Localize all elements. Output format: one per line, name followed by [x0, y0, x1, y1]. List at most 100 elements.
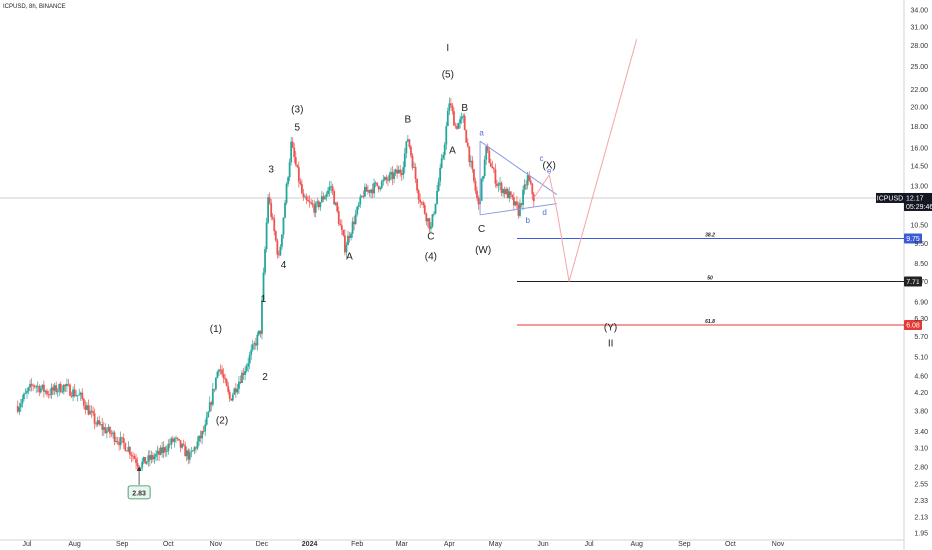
x-tick-label: Nov — [772, 541, 785, 548]
candle-body — [344, 235, 346, 253]
candle-body — [230, 398, 233, 401]
candle-body — [284, 203, 286, 218]
candle-body — [191, 450, 194, 452]
candle-body — [370, 189, 372, 193]
candle-body — [55, 385, 58, 393]
candle-body — [213, 388, 216, 390]
candle-body — [107, 427, 110, 431]
candle-body — [516, 201, 518, 206]
y-tick-label: 3.80 — [914, 408, 928, 415]
candle-body — [64, 384, 67, 387]
candle-body — [489, 162, 492, 167]
candle-body — [368, 190, 371, 193]
candle-body — [70, 395, 73, 397]
candle-body — [79, 392, 82, 395]
candle-body — [128, 447, 131, 455]
candle-body — [47, 394, 50, 395]
candle-body — [433, 213, 435, 215]
candle-body — [122, 438, 125, 444]
wave-label: A — [449, 146, 456, 157]
candle-body — [270, 202, 273, 217]
candle-body — [390, 172, 392, 175]
candle-body — [414, 166, 417, 179]
candle-body — [132, 455, 134, 457]
candle-body — [423, 205, 426, 214]
candle-body — [293, 147, 296, 158]
candle-body — [187, 450, 190, 460]
candle-body — [158, 450, 160, 455]
fib-label: 61.8 — [705, 319, 715, 325]
candle-body — [281, 234, 283, 247]
candle-body — [387, 179, 389, 181]
candle-body — [215, 378, 217, 390]
wave-label: (2) — [216, 415, 228, 426]
candle-body — [211, 388, 214, 405]
candle-body — [436, 190, 438, 204]
candle-body — [21, 399, 24, 404]
current-price-tag — [904, 192, 932, 211]
candle-body — [19, 403, 22, 408]
candle-body — [308, 201, 311, 203]
candle-body — [317, 201, 320, 208]
x-tick-label: Jun — [537, 541, 548, 548]
x-tick-label: Jul — [23, 541, 32, 548]
candle-body — [33, 385, 36, 387]
candle-body — [505, 189, 508, 195]
candle-body — [377, 185, 380, 190]
candle-body — [400, 173, 403, 175]
candle-body — [385, 177, 388, 180]
candle-body — [245, 366, 248, 371]
wave-label: B — [461, 103, 468, 114]
wave-label: 4 — [281, 260, 287, 271]
candle-body — [29, 383, 31, 388]
candle-body — [150, 455, 153, 460]
candle-body — [322, 196, 325, 200]
candle-body — [23, 393, 25, 400]
candle-body — [485, 146, 488, 160]
candle-body — [222, 374, 225, 379]
candle-body — [161, 447, 164, 453]
wave-label: (W) — [475, 245, 491, 256]
fib-layer: 38.2 9.75 50 7.71 61.8 6.08 — [517, 233, 922, 330]
candle-body — [337, 211, 340, 224]
x-tick-label: Mar — [396, 541, 409, 548]
candle-body — [454, 125, 457, 127]
candle-body — [406, 139, 409, 142]
candle-body — [116, 441, 119, 443]
x-tick-label: Oct — [163, 541, 174, 548]
candle-body — [307, 199, 309, 202]
candle-body — [367, 190, 369, 192]
candle-body — [311, 203, 314, 205]
low-arrow-head — [136, 466, 142, 471]
candle-body — [32, 385, 35, 387]
candle-body — [443, 144, 446, 155]
candle-body — [345, 245, 348, 253]
candle-body — [35, 386, 38, 388]
y-tick-label: 6.30 — [914, 316, 928, 323]
x-tick-label: Jul — [585, 541, 594, 548]
candle-body — [314, 203, 317, 213]
candle-body — [242, 372, 245, 375]
y-tick-label: 2.13 — [914, 514, 928, 521]
triangle-lower-line — [479, 203, 557, 216]
candle-body — [285, 183, 288, 204]
candle-body — [382, 179, 385, 182]
candle-body — [394, 169, 397, 173]
candle-body — [430, 226, 432, 229]
candle-body — [522, 189, 524, 205]
candle-body — [330, 186, 332, 188]
candle-body — [399, 169, 402, 174]
candle-body — [258, 330, 260, 335]
candle-body — [282, 217, 285, 235]
candle-body — [59, 384, 62, 393]
candle-body — [170, 438, 173, 445]
candle-body — [173, 438, 176, 442]
x-axis[interactable]: Jul Aug Sep Oct Nov Dec 2024 Feb Mar Apr May Jun Jul… — [23, 541, 785, 548]
candle-body — [508, 191, 511, 199]
candle-body — [218, 369, 220, 372]
candle-body — [328, 186, 331, 191]
low-label-box — [127, 485, 151, 500]
y-tick-label: 9.50 — [914, 241, 928, 248]
y-axis[interactable]: 34.00 31.00 28.00 25.00 22.00 20.00 18.00 16.00… — [876, 8, 932, 538]
